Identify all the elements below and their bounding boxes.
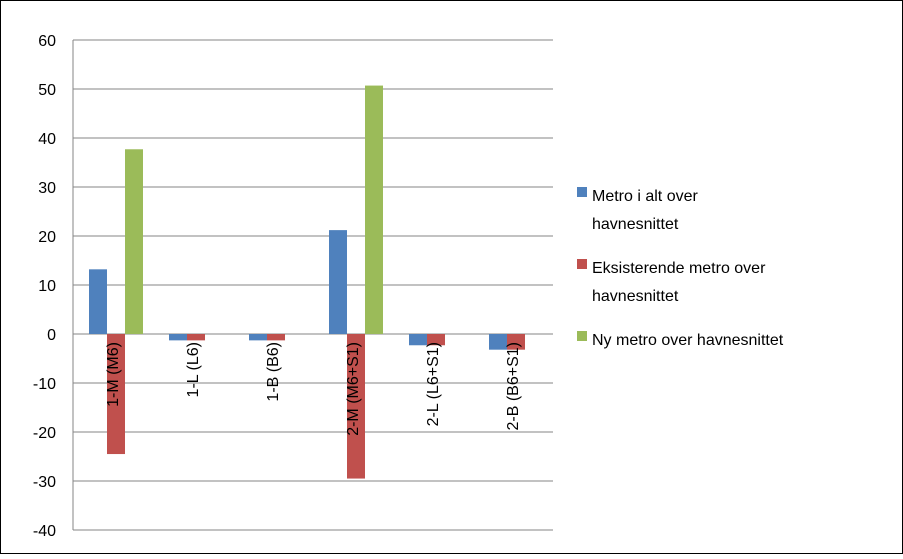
bar-ny-metro-over-havnesnittet-1 xyxy=(125,149,143,334)
bar-metro-i-alt-over-havnesnittet-3 xyxy=(249,334,267,341)
legend-label: Eksisterende metro over xyxy=(592,260,766,277)
bars xyxy=(89,85,525,479)
y-tick-label: 20 xyxy=(38,229,56,246)
bar-ny-metro-over-havnesnittet-4 xyxy=(365,85,383,334)
y-axis: 60 50 40 30 20 10 0 -10 -20 -30 -40 xyxy=(33,33,74,540)
bar-eksisterende-metro-over-havnesnittet-3 xyxy=(267,334,285,341)
bar-metro-i-alt-over-havnesnittet-4 xyxy=(329,230,347,334)
bar-metro-i-alt-over-havnesnittet-5 xyxy=(409,334,427,346)
legend: Metro i alt over havnesnittet Eksisterende… xyxy=(577,187,784,349)
category-labels: 1-M (M6) 1-L (L6) 1-B (B6) 2-M (M6+S1) 2-L (… xyxy=(105,342,522,436)
bar-eksisterende-metro-over-havnesnittet-6 xyxy=(507,334,525,350)
bar-eksisterende-metro-over-havnesnittet-2 xyxy=(187,334,205,341)
legend-swatch xyxy=(577,259,587,269)
y-tick-label: 40 xyxy=(38,131,56,148)
y-tick-label: 0 xyxy=(47,327,56,344)
bar-metro-i-alt-over-havnesnittet-6 xyxy=(489,334,507,350)
legend-label: Ny metro over havnesnittet xyxy=(592,332,784,349)
y-tick-label: 60 xyxy=(38,33,56,50)
category-label: 2-M (M6+S1) xyxy=(345,342,362,436)
legend-swatch xyxy=(577,187,587,197)
category-label: 2-B (B6+S1) xyxy=(505,342,522,430)
y-tick-label: 10 xyxy=(38,278,56,295)
bar-eksisterende-metro-over-havnesnittet-5 xyxy=(427,334,445,346)
gridlines xyxy=(73,39,553,531)
y-tick-label: 50 xyxy=(38,82,56,99)
legend-swatch xyxy=(577,331,587,341)
category-label: 1-M (M6) xyxy=(105,342,122,407)
y-tick-label: -30 xyxy=(33,474,56,491)
bar-metro-i-alt-over-havnesnittet-2 xyxy=(169,334,187,341)
category-label: 1-L (L6) xyxy=(185,342,202,397)
category-label: 2-L (L6+S1) xyxy=(425,342,442,426)
y-tick-label: 30 xyxy=(38,180,56,197)
bar-metro-i-alt-over-havnesnittet-1 xyxy=(89,269,107,334)
bar-eksisterende-metro-over-havnesnittet-4 xyxy=(347,334,365,479)
legend-label: havnesnittet xyxy=(592,216,679,233)
y-tick-label: -10 xyxy=(33,376,56,393)
legend-label: Metro i alt over xyxy=(592,188,698,205)
y-tick-label: -20 xyxy=(33,425,56,442)
legend-label: havnesnittet xyxy=(592,288,679,305)
y-tick-label: -40 xyxy=(33,523,56,540)
category-label: 1-B (B6) xyxy=(265,342,282,402)
bar-eksisterende-metro-over-havnesnittet-1 xyxy=(107,334,125,455)
